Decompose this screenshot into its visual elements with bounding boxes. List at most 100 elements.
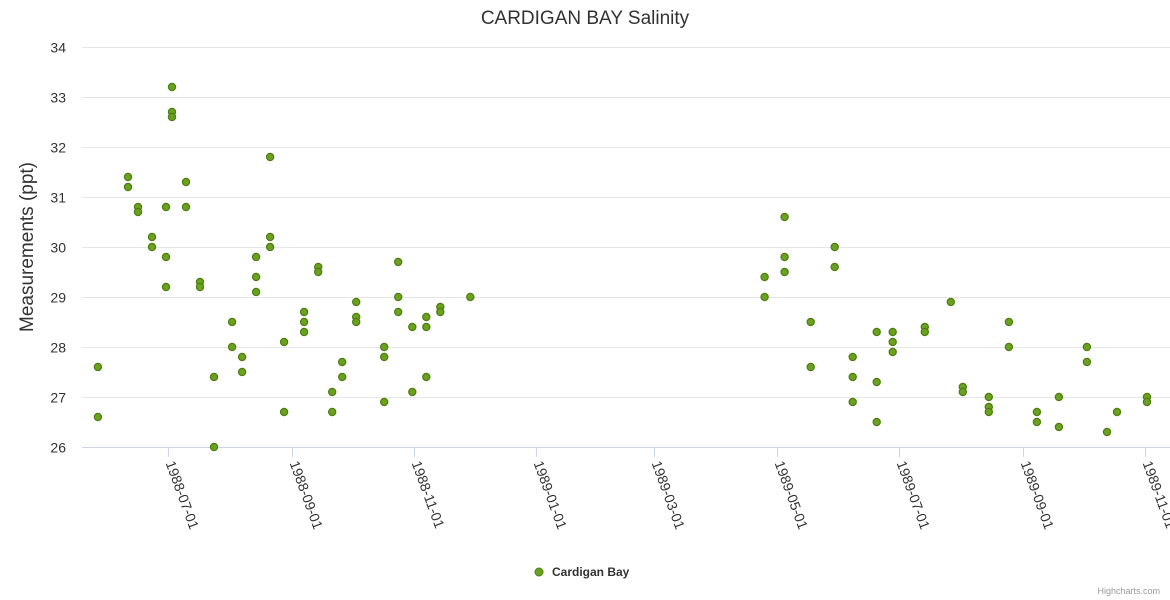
data-point[interactable] xyxy=(872,327,881,337)
data-point[interactable] xyxy=(760,292,769,302)
data-point[interactable] xyxy=(251,287,261,297)
x-axis: 1988-07-01 1988-09-01 1988-11-01 1989-01-01… xyxy=(163,447,1170,532)
data-point[interactable] xyxy=(227,317,237,327)
data-point[interactable] xyxy=(380,342,389,352)
data-point[interactable] xyxy=(408,387,417,397)
data-point[interactable] xyxy=(299,327,309,337)
data-point[interactable] xyxy=(352,317,361,327)
data-point[interactable] xyxy=(1004,342,1014,352)
legend-label[interactable]: Cardigan Bay xyxy=(552,565,630,579)
data-point[interactable] xyxy=(888,337,897,347)
data-point[interactable] xyxy=(984,407,994,417)
data-point[interactable] xyxy=(1142,397,1152,407)
data-point[interactable] xyxy=(408,322,417,332)
data-point[interactable] xyxy=(848,352,857,362)
data-point[interactable] xyxy=(1102,427,1112,437)
data-point[interactable] xyxy=(123,172,133,182)
data-point[interactable] xyxy=(466,292,475,302)
data-point[interactable] xyxy=(161,282,171,292)
data-point[interactable] xyxy=(227,342,237,352)
data-point[interactable] xyxy=(251,272,261,282)
x-tick-label: 1989-07-01 xyxy=(894,459,934,532)
data-point[interactable] xyxy=(265,242,275,252)
data-point[interactable] xyxy=(872,377,881,387)
data-point[interactable] xyxy=(167,82,177,92)
data-point[interactable] xyxy=(920,327,930,337)
data-point[interactable] xyxy=(422,372,431,382)
y-tick-label: 30 xyxy=(50,240,66,256)
data-point[interactable] xyxy=(209,372,219,382)
y-axis-label: Measurements (ppt) xyxy=(17,162,38,332)
data-point[interactable] xyxy=(338,372,347,382)
data-point[interactable] xyxy=(328,407,337,417)
data-point[interactable] xyxy=(147,242,157,252)
data-point[interactable] xyxy=(1054,392,1064,402)
data-point[interactable] xyxy=(422,322,431,332)
data-point[interactable] xyxy=(394,292,403,302)
data-point[interactable] xyxy=(181,177,191,187)
data-point[interactable] xyxy=(133,207,143,217)
data-point[interactable] xyxy=(830,262,839,272)
data-point[interactable] xyxy=(436,307,445,317)
data-point[interactable] xyxy=(123,182,133,192)
x-tick-label: 1988-09-01 xyxy=(287,459,327,532)
data-point[interactable] xyxy=(1112,407,1122,417)
data-point[interactable] xyxy=(394,257,403,267)
data-point[interactable] xyxy=(265,152,275,162)
data-point[interactable] xyxy=(848,372,857,382)
data-point[interactable] xyxy=(279,337,289,347)
x-tick-label: 1988-07-01 xyxy=(163,459,203,532)
data-point[interactable] xyxy=(380,352,389,362)
data-point[interactable] xyxy=(946,297,956,307)
data-point[interactable] xyxy=(958,387,968,397)
data-point[interactable] xyxy=(181,202,191,212)
data-point[interactable] xyxy=(888,327,897,337)
x-tick-label: 1989-01-01 xyxy=(531,459,571,532)
data-point[interactable] xyxy=(251,252,261,262)
data-point[interactable] xyxy=(780,252,789,262)
data-point[interactable] xyxy=(161,252,171,262)
data-point[interactable] xyxy=(848,397,857,407)
data-point[interactable] xyxy=(1054,422,1064,432)
data-point[interactable] xyxy=(984,392,994,402)
data-point[interactable] xyxy=(888,347,897,357)
data-point[interactable] xyxy=(760,272,769,282)
data-point[interactable] xyxy=(394,307,403,317)
data-point[interactable] xyxy=(1082,357,1092,367)
data-point[interactable] xyxy=(167,112,177,122)
y-tick-label: 27 xyxy=(50,390,66,406)
data-point[interactable] xyxy=(279,407,289,417)
data-point[interactable] xyxy=(806,362,815,372)
data-point[interactable] xyxy=(872,417,881,427)
data-point[interactable] xyxy=(299,317,309,327)
grid xyxy=(82,47,1170,448)
data-point[interactable] xyxy=(352,297,361,307)
data-point[interactable] xyxy=(209,442,219,452)
data-point[interactable] xyxy=(161,202,171,212)
data-point[interactable] xyxy=(237,367,247,377)
data-point[interactable] xyxy=(830,242,839,252)
data-point[interactable] xyxy=(265,232,275,242)
data-point[interactable] xyxy=(1032,407,1042,417)
data-point[interactable] xyxy=(806,317,815,327)
data-point[interactable] xyxy=(299,307,309,317)
data-point[interactable] xyxy=(780,267,789,277)
credits-link[interactable]: Highcharts.com xyxy=(1097,586,1160,596)
data-point[interactable] xyxy=(338,357,347,367)
data-point[interactable] xyxy=(1032,417,1042,427)
data-point[interactable] xyxy=(1004,317,1014,327)
data-point[interactable] xyxy=(237,352,247,362)
data-point[interactable] xyxy=(380,397,389,407)
data-point[interactable] xyxy=(314,267,323,277)
data-point[interactable] xyxy=(147,232,157,242)
data-point[interactable] xyxy=(780,212,789,222)
data-point[interactable] xyxy=(93,362,103,372)
legend-marker[interactable] xyxy=(534,567,544,577)
data-point[interactable] xyxy=(328,387,337,397)
data-point[interactable] xyxy=(422,312,431,322)
data-point[interactable] xyxy=(93,412,103,422)
data-point[interactable] xyxy=(195,282,205,292)
legend[interactable]: Cardigan Bay xyxy=(534,565,630,579)
data-point[interactable] xyxy=(1082,342,1092,352)
